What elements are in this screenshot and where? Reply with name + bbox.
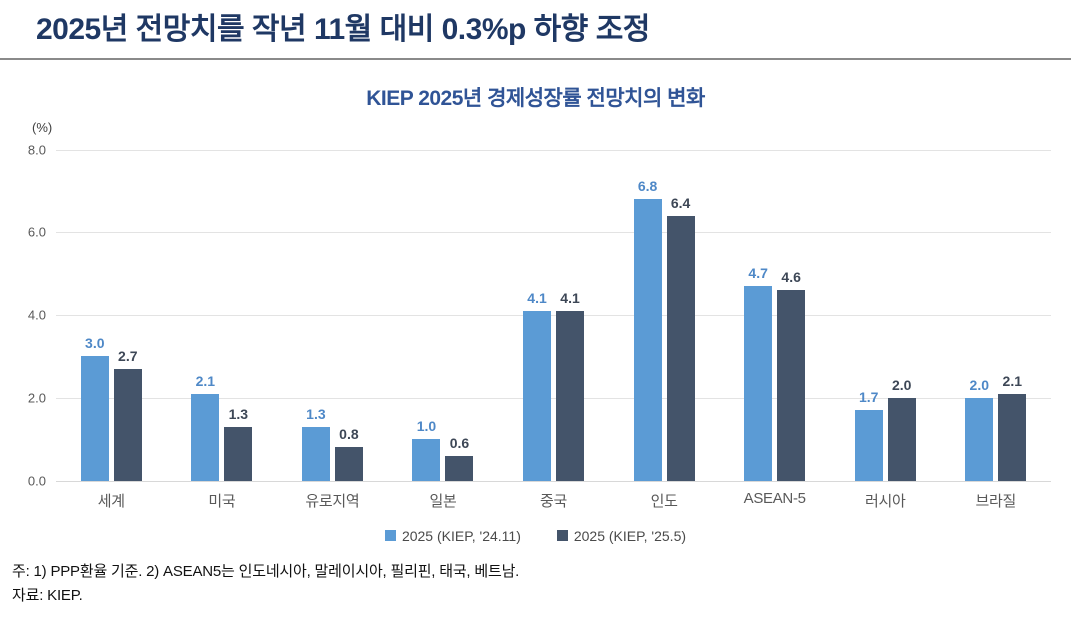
plot-wrap: 8.0 6.0 4.0 2.0 0.0 3.0 2.7 2.1 1.3 1.3 0.8 1.0 0.6… — [8, 142, 1051, 488]
bar-group-6: 6.8 6.4 — [609, 150, 720, 481]
bar: 2.0 — [965, 377, 994, 481]
bar: 4.7 — [744, 265, 773, 481]
bar-value-label: 0.6 — [449, 434, 470, 451]
x-axis: 세계 미국 유로지역 일본 중국 인도 ASEAN-5 러시아 브라질 — [56, 481, 1051, 511]
gridline — [56, 232, 1051, 234]
legend-item: 2025 (KIEP, '25.5) — [556, 527, 687, 544]
bar-group-8: 1.7 2.0 — [830, 150, 941, 481]
legend-label: 2025 (KIEP, '25.5) — [573, 527, 687, 544]
x-axis-label: 중국 — [540, 492, 568, 510]
y-tick-label: 6.0 — [27, 224, 46, 240]
bar: 0.6 — [445, 435, 474, 481]
footnote-source: 자료: KIEP. — [12, 586, 83, 604]
x-axis-label: ASEAN-5 — [743, 489, 806, 507]
bar-value-label: 2.0 — [891, 376, 912, 393]
bar: 2.1 — [191, 373, 220, 481]
bar: 4.1 — [556, 290, 585, 481]
y-axis: 8.0 6.0 4.0 2.0 0.0 — [8, 142, 56, 488]
bar: 1.3 — [301, 406, 330, 481]
title-divider — [0, 57, 1071, 60]
bar-group-4: 1.0 0.6 — [388, 150, 499, 481]
y-tick-label: 2.0 — [27, 390, 46, 406]
gridline — [56, 480, 1051, 482]
x-axis-label: 일본 — [429, 492, 457, 510]
legend-item: 2025 (KIEP, '24.11) — [384, 527, 521, 544]
bar-group-7: 4.7 4.6 — [719, 150, 830, 481]
chart-legend: 2025 (KIEP, '24.11) 2025 (KIEP, '25.5) — [0, 528, 1071, 544]
bar-groups: 3.0 2.7 2.1 1.3 1.3 0.8 1.0 0.6 4.1 4.1 6.8 6.4 4.7 4… — [56, 150, 1051, 481]
bar: 4.6 — [777, 269, 806, 481]
x-axis-label: 브라질 — [975, 492, 1017, 510]
bar-value-label: 4.6 — [781, 269, 801, 286]
bar-group-3: 1.3 0.8 — [277, 150, 388, 481]
bar-value-label: 1.3 — [228, 405, 249, 422]
bar-value-label: 4.7 — [748, 265, 768, 282]
y-tick-label: 4.0 — [27, 307, 46, 323]
bar-group-9: 2.0 2.1 — [941, 150, 1052, 481]
bar: 1.7 — [854, 389, 883, 481]
legend-swatch-icon — [556, 530, 568, 541]
x-axis-label: 세계 — [97, 492, 125, 510]
bar-value-label: 6.4 — [670, 194, 691, 211]
y-tick-label: 8.0 — [27, 142, 46, 157]
bar-value-label: 6.8 — [637, 178, 658, 195]
gridline — [56, 397, 1051, 399]
bar: 2.1 — [998, 373, 1027, 481]
y-axis-unit-label: (%) — [32, 119, 53, 135]
gridline — [56, 315, 1051, 316]
bar-value-label: 2.1 — [195, 372, 216, 389]
x-axis-label: 미국 — [208, 492, 236, 510]
page-title: 2025년 전망치를 작년 11월 대비 0.3%p 하향 조정 — [36, 13, 650, 46]
x-axis-label: 유로지역 — [305, 492, 360, 510]
legend-label: 2025 (KIEP, '24.11) — [401, 527, 521, 544]
plot-area: 3.0 2.7 2.1 1.3 1.3 0.8 1.0 0.6 4.1 4.1 6.8 6.4 4.7 4… — [56, 149, 1051, 482]
bar-value-label: 2.0 — [969, 376, 990, 393]
bar: 2.0 — [887, 377, 916, 481]
bar: 3.0 — [80, 335, 109, 481]
footnote-note: 주: 1) PPP환율 기준. 2) ASEAN5는 인도네시아, 말레이시아,… — [12, 562, 520, 580]
bar-group-1: 3.0 2.7 — [56, 150, 167, 481]
bar: 0.8 — [334, 426, 363, 481]
x-axis-label: 인도 — [650, 492, 678, 510]
page-header: 2025년 전망치를 작년 11월 대비 0.3%p 하향 조정 — [0, 0, 1071, 60]
chart-title: KIEP 2025년 경제성장률 전망치의 변화 — [366, 86, 705, 110]
bar-value-label: 1.3 — [306, 405, 326, 422]
bar: 1.3 — [224, 406, 253, 481]
bar-value-label: 1.0 — [416, 418, 437, 435]
bar-group-2: 2.1 1.3 — [167, 150, 278, 481]
bar: 6.4 — [666, 195, 695, 481]
footnotes: 주: 1) PPP환율 기준. 2) ASEAN5는 인도네시아, 말레이시아,… — [12, 560, 1071, 608]
bar: 4.1 — [523, 290, 552, 481]
bar: 2.7 — [113, 348, 142, 481]
y-tick-label: 0.0 — [27, 473, 46, 488]
bar-value-label: 4.1 — [560, 289, 580, 306]
bar-value-label: 0.8 — [339, 426, 359, 443]
bar-value-label: 4.1 — [527, 289, 547, 306]
bar-value-label: 1.7 — [858, 389, 879, 406]
bar-value-label: 3.0 — [85, 335, 105, 352]
gridline — [56, 149, 1051, 151]
bar-value-label: 2.1 — [1002, 372, 1023, 389]
x-axis-label: 러시아 — [864, 492, 906, 510]
growth-forecast-chart: KIEP 2025년 경제성장률 전망치의 변화 (%) 8.0 6.0 4.0 2.… — [0, 82, 1071, 544]
bar-value-label: 2.7 — [118, 347, 138, 364]
bar: 6.8 — [633, 178, 662, 481]
legend-swatch-icon — [384, 530, 396, 541]
bar-group-5: 4.1 4.1 — [498, 150, 609, 481]
bar: 1.0 — [412, 418, 441, 481]
